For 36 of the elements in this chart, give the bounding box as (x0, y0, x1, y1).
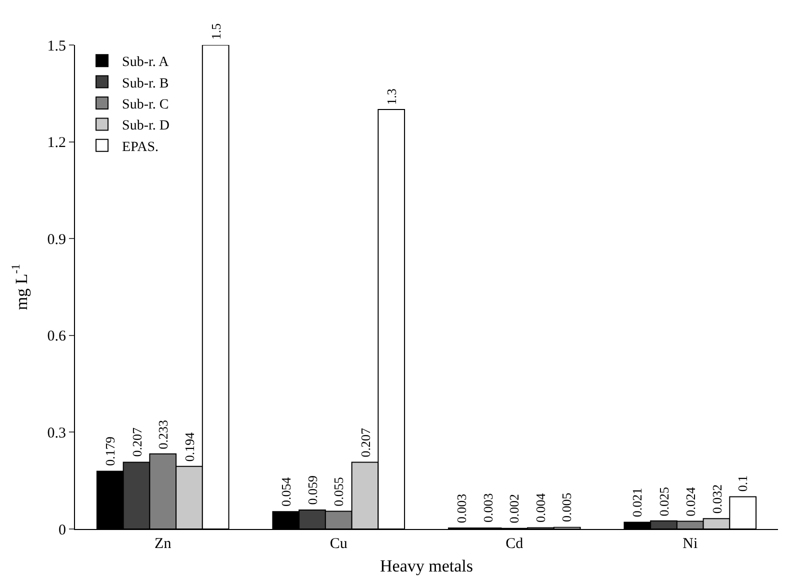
data-label: 0.002 (506, 494, 522, 524)
legend-label: Sub-r. D (122, 118, 170, 134)
data-label: 0.005 (559, 492, 574, 522)
y-tick-label: 1.5 (47, 38, 66, 54)
y-tick-label: 0.9 (47, 232, 66, 248)
data-label: 0.054 (278, 476, 294, 506)
y-tick-label: 0.3 (47, 425, 66, 442)
y-tick-label: 0.6 (47, 328, 66, 345)
data-label: 0.233 (156, 420, 171, 450)
data-label: 0.003 (454, 494, 470, 524)
x-tick-label: Cu (330, 536, 348, 552)
legend-label: Sub-r. A (122, 55, 170, 70)
x-axis-title: Heavy metals (380, 556, 473, 576)
data-label: 0.025 (656, 486, 672, 516)
x-tick-label: Ni (682, 536, 698, 552)
data-label: 1.5 (208, 23, 224, 40)
y-tick-label: 1.2 (47, 135, 66, 152)
data-label: 1.3 (384, 88, 399, 105)
data-label: 0.179 (102, 436, 118, 466)
data-label: 0.004 (533, 492, 548, 522)
data-label: 0.1 (735, 475, 750, 492)
legend-label: Sub-r. B (122, 76, 169, 92)
data-label: 0.207 (129, 426, 144, 457)
x-tick-label: Zn (154, 536, 172, 552)
legend-label: EPAS. (122, 140, 158, 155)
legend-label: Sub-r. C (122, 97, 169, 112)
data-label: 0.021 (630, 488, 645, 518)
data-label: 0.003 (480, 493, 496, 523)
data-label: 0.059 (304, 475, 320, 505)
data-label: 0.194 (182, 432, 197, 462)
data-label: 0.032 (709, 484, 724, 514)
y-tick-label: 0 (58, 522, 66, 538)
data-label: 0.024 (682, 486, 698, 516)
x-tick-label: Cd (506, 536, 524, 552)
data-label: 0.055 (330, 477, 346, 506)
data-label: 0.207 (358, 427, 373, 458)
